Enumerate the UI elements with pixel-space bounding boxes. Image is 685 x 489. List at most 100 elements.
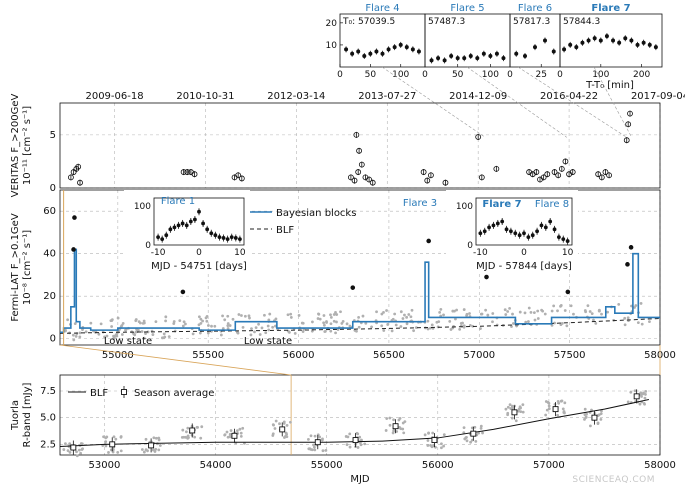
flare-zoom-xtick-label: 200: [633, 70, 650, 80]
fermi-background-point: [527, 320, 530, 323]
veritas-point: [358, 161, 365, 168]
tuorla-xtick-label: 57000: [533, 460, 565, 471]
fermi-background-point: [623, 316, 627, 320]
fermi-background-point: [597, 308, 601, 312]
fermi-background-point: [142, 319, 146, 323]
tuorla-background-point: [153, 450, 157, 453]
fermi-blf-line: [59, 317, 661, 334]
fermi-background-point: [491, 320, 494, 324]
veritas-point: [191, 171, 198, 178]
tuorla-background-point: [186, 436, 190, 440]
fermi-background-point: [451, 309, 455, 313]
tuorla-season-average-marker: [70, 444, 77, 451]
flare-zoom-point: [488, 53, 493, 58]
flare-zoom-point: [410, 47, 415, 52]
fermi-background-point: [437, 320, 441, 324]
fermi-background-point: [533, 318, 537, 322]
tuorla-background-point: [626, 400, 630, 404]
tuorla-background-point: [348, 445, 352, 449]
fermi-xtick-label: 57000: [463, 350, 495, 361]
flare1-inset-background: [124, 190, 250, 271]
veritas-point: [569, 169, 576, 175]
fermi-annotation-flare3: Flare 3: [403, 198, 437, 209]
flare-zoom-point: [404, 45, 409, 50]
flare1-inset-ytick-label: 100: [134, 202, 151, 212]
fermi-background-point: [120, 324, 124, 327]
fermi-background-point: [316, 317, 320, 320]
fermi-background-point: [240, 314, 243, 317]
fermi-background-point: [409, 315, 413, 319]
fermi-background-point: [536, 309, 540, 313]
fermi-background-point: [332, 313, 336, 316]
tuorla-background-point: [633, 389, 637, 393]
fermi-background-point: [448, 320, 452, 323]
flare-zoom-point: [641, 40, 646, 45]
tuorla-background-point: [395, 430, 399, 433]
fermi-background-point: [339, 310, 342, 314]
fermi-background-point: [479, 327, 482, 330]
tuorla-season-average-marker: [511, 409, 518, 416]
fermi-background-point: [221, 314, 224, 318]
tuorla-background-point: [599, 417, 603, 421]
tuorla-background-point: [426, 439, 430, 442]
fermi-background-point: [361, 314, 365, 318]
flare1-inset-point: [238, 237, 242, 242]
flare-zoom-point: [592, 36, 597, 41]
tuorla-background-point: [284, 434, 287, 438]
flare-zoom-point: [604, 34, 609, 39]
fermi-xtick-label: 57500: [554, 350, 586, 361]
fermi-background-point: [543, 312, 547, 316]
flare-zoom-point: [501, 56, 506, 61]
fermi-background-point: [465, 312, 469, 316]
fermi-background-point: [523, 311, 527, 315]
fermi-background-point: [504, 313, 508, 316]
veritas-point: [428, 172, 434, 179]
tuorla-background-point: [388, 423, 392, 427]
tuorla-background-point: [274, 419, 278, 423]
fermi-background-point: [370, 325, 373, 329]
fermi-background-point: [141, 321, 145, 325]
flare-zoom-point: [617, 40, 622, 45]
fermi-background-point: [253, 330, 256, 334]
flare1-inset-point: [225, 237, 230, 242]
tuorla-background-point: [583, 417, 586, 421]
veritas-point: [558, 165, 565, 172]
veritas-point: [366, 176, 372, 183]
veritas-point: [551, 169, 558, 175]
fermi-background-point: [454, 317, 457, 321]
flare1-inset-point: [205, 227, 210, 232]
tuorla-background-point: [639, 393, 643, 397]
flare-zoom-point: [611, 38, 616, 43]
tuorla-background-point: [519, 410, 523, 414]
fermi-ytick-label: 60: [43, 206, 56, 217]
flare78-inset-point: [487, 225, 491, 230]
tuorla-background-point: [462, 431, 466, 435]
flare78-inset-point: [543, 225, 548, 230]
veritas-point: [348, 174, 354, 181]
veritas-ylabel: VERITAS F_>200GeV: [10, 93, 21, 197]
tuorla-season-average-marker: [189, 427, 196, 434]
fermi-background-point: [639, 302, 643, 305]
flare-zoom-point: [449, 53, 454, 58]
tuorla-background-point: [398, 416, 402, 420]
fermi-background-point: [213, 324, 217, 328]
veritas-point: [602, 169, 609, 175]
flare78-inset-point: [565, 239, 570, 243]
tuorla-background-point: [223, 433, 227, 437]
fermi-background-point: [78, 335, 82, 339]
fermi-ytick-label: 40: [43, 249, 56, 260]
fermi-background-point: [479, 312, 483, 316]
fermi-background-point: [592, 318, 595, 322]
flare-zoom-point: [380, 51, 385, 56]
fermi-background-point: [590, 312, 594, 316]
flare78-inset-point: [517, 233, 522, 238]
tuorla-background-point: [105, 435, 109, 439]
fermi-background-point: [332, 319, 336, 323]
fermi-background-point: [235, 331, 239, 334]
tuorla-background-point: [643, 396, 647, 400]
fermi-background-point: [336, 328, 340, 331]
fermi-background-point: [191, 332, 195, 336]
fermi-xtick-label: 55500: [192, 350, 224, 361]
fermi-background-point: [226, 327, 230, 330]
